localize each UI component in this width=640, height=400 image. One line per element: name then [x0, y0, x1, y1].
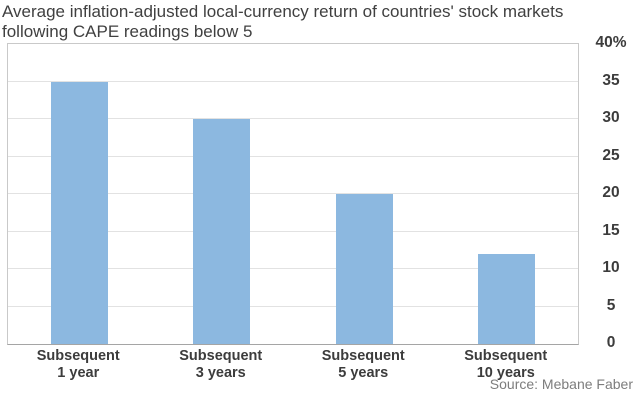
gridline: [8, 230, 578, 232]
y-tick-label: 20: [602, 184, 620, 201]
bar-column-2: [151, 44, 294, 344]
y-axis-labels: 40% 35 30 25 20 15 10 5 0: [586, 34, 636, 351]
y-tick-label: 25: [602, 146, 620, 164]
bar-column-4: [436, 44, 579, 344]
gridline: [8, 305, 578, 307]
bar-3: [335, 194, 393, 344]
gridline: [8, 80, 578, 82]
x-category-label-1: Subsequent 1 year: [36, 348, 120, 381]
chart-title: Average inflation-adjusted local-currenc…: [2, 2, 636, 42]
chart-title-line-2: following CAPE readings below 5: [2, 22, 253, 41]
y-tick-label: 15: [602, 221, 620, 239]
x-category-label-3: Subsequent 5 years: [321, 348, 405, 381]
y-tick-label: 0: [606, 334, 616, 351]
gridline: [8, 268, 578, 269]
gridline: [8, 193, 578, 194]
bar-column-1: [8, 44, 151, 344]
y-tick-label: 10: [602, 259, 620, 276]
gridline: [8, 155, 578, 157]
y-tick-label: 40%: [595, 34, 627, 51]
source-credit: Source: Mebane Faber: [489, 376, 633, 392]
bars-row: [8, 44, 578, 344]
bar-1: [50, 81, 108, 344]
x-category-label-4: Subsequent 10 years: [464, 348, 548, 381]
y-tick-label: 5: [606, 296, 616, 314]
plot-area: [7, 43, 579, 345]
gridline: [8, 118, 578, 119]
gridlines: [8, 44, 578, 344]
y-tick-label: 30: [602, 109, 620, 126]
y-tick-label: 35: [602, 71, 620, 89]
bar-2: [193, 119, 251, 344]
x-axis-labels: Subsequent 1 year Subsequent 3 years Subse…: [7, 348, 577, 382]
x-category-label-2: Subsequent 3 years: [179, 348, 263, 381]
chart-title-line-1: Average inflation-adjusted local-currenc…: [2, 2, 564, 21]
bar-4: [478, 254, 536, 344]
bar-column-3: [293, 44, 436, 344]
